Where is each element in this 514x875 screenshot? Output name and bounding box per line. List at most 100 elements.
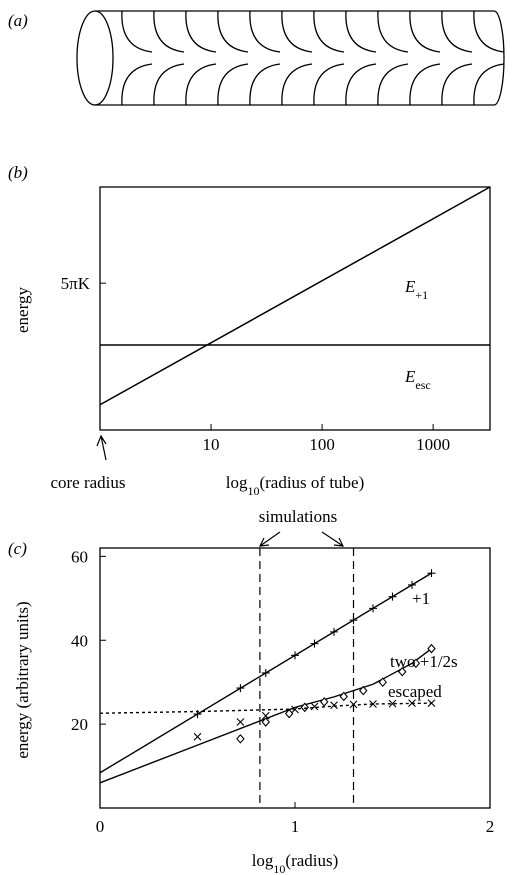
annotation-arrow <box>321 531 345 547</box>
data-point <box>388 592 397 601</box>
data-point <box>236 684 245 693</box>
data-point <box>369 700 377 708</box>
panel-label: (c) <box>8 539 27 558</box>
director-arc <box>249 63 281 106</box>
plot-frame <box>99 547 491 809</box>
y-tick-label: 40 <box>71 631 88 650</box>
data-point <box>236 733 245 744</box>
series-label: +1 <box>412 589 430 608</box>
series-label: two +1/2s <box>390 652 458 671</box>
data-point <box>320 697 329 707</box>
director-arc <box>217 10 249 53</box>
series-label: E+1 <box>404 277 428 302</box>
data-point <box>330 627 338 636</box>
director-arc <box>281 63 313 106</box>
data-point <box>388 699 397 708</box>
annotation-arrow <box>258 531 281 547</box>
series-name: E <box>404 277 416 296</box>
y-tick-label: 20 <box>71 715 88 734</box>
data-point <box>408 699 416 708</box>
series-subscript: +1 <box>415 288 428 302</box>
series-label: escaped <box>388 682 442 701</box>
label-part: log <box>252 851 274 870</box>
director-arc <box>185 10 217 53</box>
panel-label: (b) <box>8 163 28 182</box>
y-tick-label: 5πK <box>61 274 91 293</box>
director-arc <box>121 10 153 53</box>
x-tick-label: 10 <box>203 435 220 454</box>
data-point <box>359 685 368 696</box>
x-tick-label: 100 <box>309 435 335 454</box>
subscript: 10 <box>247 484 259 498</box>
tube-end <box>76 10 114 106</box>
panel-label: (a) <box>8 11 28 30</box>
tube-diagram <box>76 10 505 106</box>
data-point <box>408 580 416 589</box>
data-point <box>310 639 319 648</box>
axis-label: log10(radius of tube) <box>226 473 365 498</box>
tube-end <box>493 10 505 106</box>
y-axis-label: energy (arbitrary units) <box>13 601 32 758</box>
director-arc <box>409 63 441 106</box>
data-point <box>236 718 245 726</box>
data-point <box>427 699 436 708</box>
label-part: (radius) <box>285 851 338 870</box>
data-point <box>349 700 358 709</box>
plot-frame <box>99 186 491 431</box>
director-arc <box>377 10 409 53</box>
x-tick-label: 1 <box>291 817 300 836</box>
director-arc <box>185 63 217 106</box>
director-arc <box>217 63 249 106</box>
y-tick-label: 60 <box>71 547 88 566</box>
series-name: E <box>404 367 416 386</box>
series-subscript: esc <box>415 378 430 392</box>
data-point <box>339 691 348 702</box>
data-point <box>398 666 407 677</box>
director-arc <box>281 10 313 53</box>
director-arc <box>153 63 185 106</box>
director-arc <box>345 10 377 53</box>
director-arc <box>121 63 153 106</box>
data-point <box>300 702 309 713</box>
label-part: (radius of tube) <box>259 473 364 492</box>
data-point <box>349 616 358 625</box>
director-arc <box>377 63 409 106</box>
data-point <box>261 668 270 677</box>
data-point <box>310 702 319 711</box>
director-arc <box>153 10 185 53</box>
director-arc <box>473 63 505 106</box>
data-point <box>291 705 299 714</box>
director-arc <box>473 10 505 53</box>
data-point <box>378 677 387 688</box>
data-point <box>261 711 270 720</box>
director-arc <box>441 10 473 53</box>
data-point <box>369 604 377 613</box>
director-arc <box>249 10 281 53</box>
series-label: Eesc <box>404 367 431 392</box>
x-tick-label: 0 <box>96 817 105 836</box>
director-arc <box>313 10 345 53</box>
fit-line <box>99 648 432 784</box>
data-point <box>411 658 421 669</box>
axis-label: log10(radius) <box>252 851 339 875</box>
fit-line <box>99 702 432 714</box>
subscript: 10 <box>273 862 285 875</box>
x-tick-label: 2 <box>486 817 495 836</box>
annotation: core radius <box>50 473 125 492</box>
director-arc <box>345 63 377 106</box>
data-point <box>261 717 270 727</box>
annotation-arrow <box>96 434 107 461</box>
data-point <box>291 651 299 660</box>
data-point <box>193 732 202 741</box>
director-arc <box>409 10 441 53</box>
label-part: log <box>226 473 248 492</box>
data-point <box>427 569 436 578</box>
x-tick-label: 1000 <box>416 435 450 454</box>
director-arc <box>313 63 345 106</box>
director-arc <box>441 63 473 106</box>
y-axis-label: energy <box>13 287 32 333</box>
annotation: simulations <box>259 507 337 526</box>
data-point <box>427 643 436 654</box>
series-line <box>99 186 491 406</box>
